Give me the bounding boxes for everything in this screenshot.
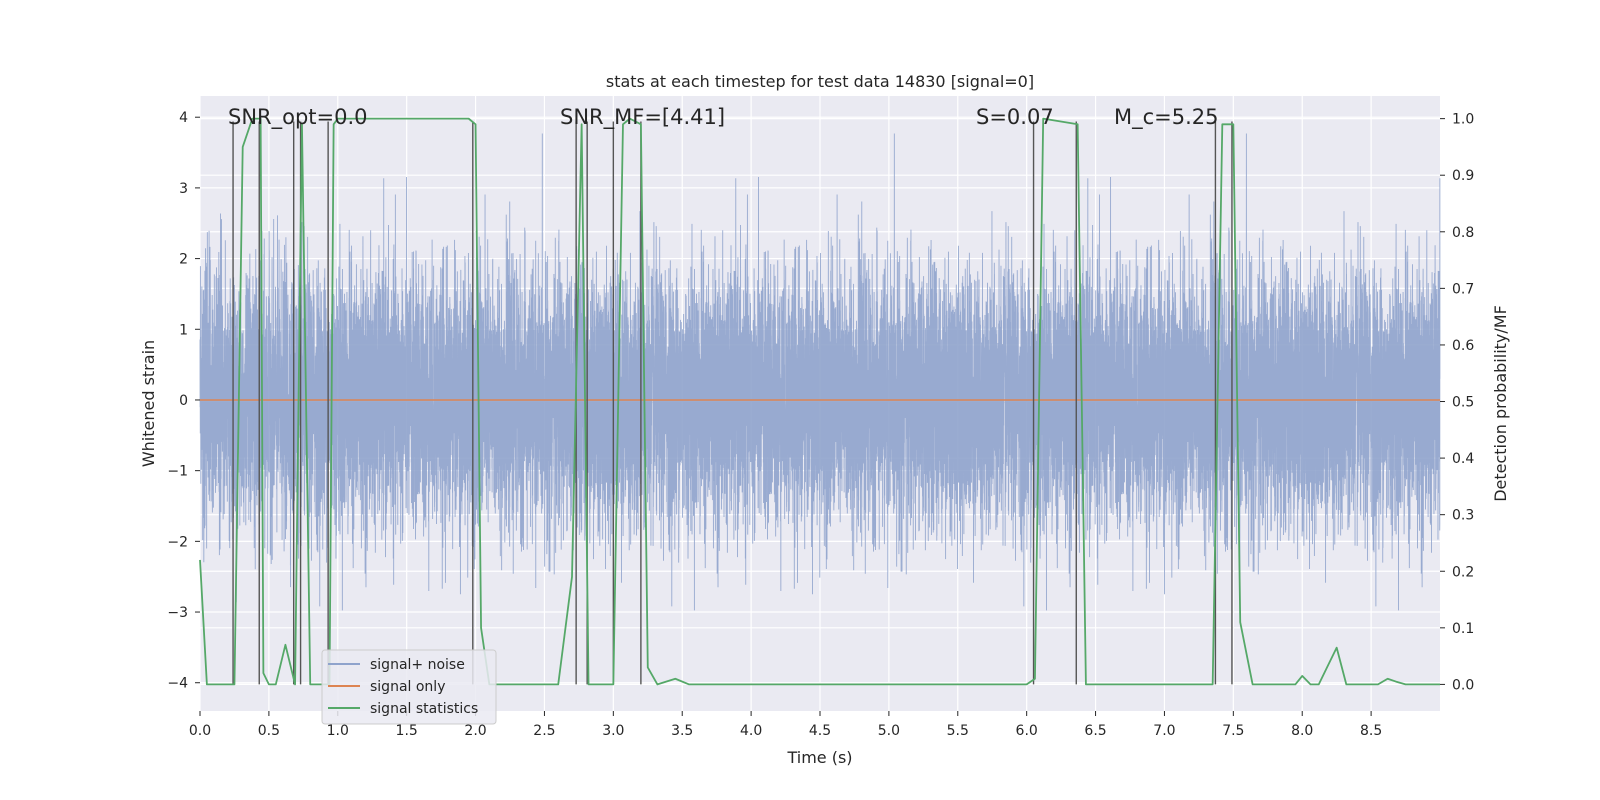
y-right-tick-label: 0.2 bbox=[1452, 564, 1474, 580]
x-tick-label: 8.5 bbox=[1360, 723, 1382, 739]
x-tick-label: 0.0 bbox=[189, 723, 211, 739]
x-tick-label: 2.5 bbox=[533, 723, 555, 739]
legend-entry-signal-plus-noise: signal+ noise bbox=[370, 657, 465, 673]
x-tick-label: 4.0 bbox=[740, 723, 762, 739]
x-tick-label: 1.0 bbox=[327, 723, 349, 739]
x-tick-label: 3.0 bbox=[602, 723, 624, 739]
annotation-s: S=0.07 bbox=[976, 105, 1054, 129]
y-right-tick-label: 0.1 bbox=[1452, 621, 1474, 637]
y-right-tick-label: 0.0 bbox=[1452, 677, 1474, 693]
y-left-tick-label: 2 bbox=[179, 252, 188, 268]
series-signal-plus-noise bbox=[199, 133, 1441, 611]
y-axis-left-label: Whitened strain bbox=[139, 340, 158, 467]
y-right-tick-label: 0.7 bbox=[1452, 281, 1474, 297]
chart-title: stats at each timestep for test data 148… bbox=[606, 72, 1034, 91]
x-tick-label: 1.5 bbox=[396, 723, 418, 739]
legend-box bbox=[321, 649, 497, 725]
x-tick-label: 5.5 bbox=[947, 723, 969, 739]
y-right-tick-label: 0.9 bbox=[1452, 168, 1474, 184]
legend: signal+ noise signal only signal statist… bbox=[321, 649, 497, 725]
x-tick-label: 7.5 bbox=[1222, 723, 1244, 739]
series-signal-statistics bbox=[199, 117, 1440, 686]
y-right-tick-label: 1.0 bbox=[1452, 112, 1474, 128]
y-left-tick-label: −2 bbox=[167, 534, 188, 550]
y-right-tick-label: 0.8 bbox=[1452, 225, 1474, 241]
y-left-tick-label: −3 bbox=[167, 605, 188, 621]
annotation-chirp-mass: M_c=5.25 bbox=[1114, 105, 1219, 130]
legend-entry-signal-statistics: signal statistics bbox=[370, 701, 478, 717]
annotation-snr-mf: SNR_MF=[4.41] bbox=[560, 105, 725, 130]
x-axis-label: Time (s) bbox=[786, 748, 852, 767]
y-axis-right-label: Detection probability/MF bbox=[1491, 305, 1510, 502]
x-tick-label: 6.5 bbox=[1084, 723, 1106, 739]
annotation-snr-opt: SNR_opt=0.0 bbox=[228, 105, 368, 130]
legend-entry-signal-only: signal only bbox=[370, 679, 445, 695]
x-tick-label: 8.0 bbox=[1291, 723, 1313, 739]
y-axis-left-ticks: −4 −3 −2 −1 0 1 2 3 4 bbox=[167, 110, 200, 692]
y-left-tick-label: 4 bbox=[179, 110, 188, 126]
y-right-tick-label: 0.5 bbox=[1452, 395, 1474, 411]
noise-trace bbox=[199, 133, 1441, 611]
x-tick-label: 7.0 bbox=[1153, 723, 1175, 739]
signal-statistics-line bbox=[199, 117, 1440, 686]
x-tick-label: 0.5 bbox=[258, 723, 280, 739]
x-tick-label: 2.0 bbox=[464, 723, 486, 739]
x-tick-label: 4.5 bbox=[809, 723, 831, 739]
x-axis-ticks: 0.0 0.5 1.0 1.5 2.0 2.5 3.0 3.5 4.0 4.5 5.0 5.5 6.0 6… bbox=[189, 711, 1382, 739]
y-left-tick-label: 0 bbox=[179, 393, 188, 409]
y-left-tick-label: −1 bbox=[167, 464, 188, 480]
y-right-tick-label: 0.3 bbox=[1452, 508, 1474, 524]
y-left-tick-label: −4 bbox=[167, 676, 188, 692]
y-left-tick-label: 1 bbox=[179, 322, 188, 338]
y-right-tick-label: 0.6 bbox=[1452, 338, 1474, 354]
y-right-tick-label: 0.4 bbox=[1452, 451, 1474, 467]
x-tick-label: 6.0 bbox=[1016, 723, 1038, 739]
x-tick-label: 3.5 bbox=[671, 723, 693, 739]
x-tick-label: 5.0 bbox=[878, 723, 900, 739]
y-axis-right-ticks: 0.0 0.1 0.2 0.3 0.4 0.5 0.6 0.7 0.8 0.9 1.0 bbox=[1440, 112, 1474, 693]
y-left-tick-label: 3 bbox=[179, 181, 188, 197]
